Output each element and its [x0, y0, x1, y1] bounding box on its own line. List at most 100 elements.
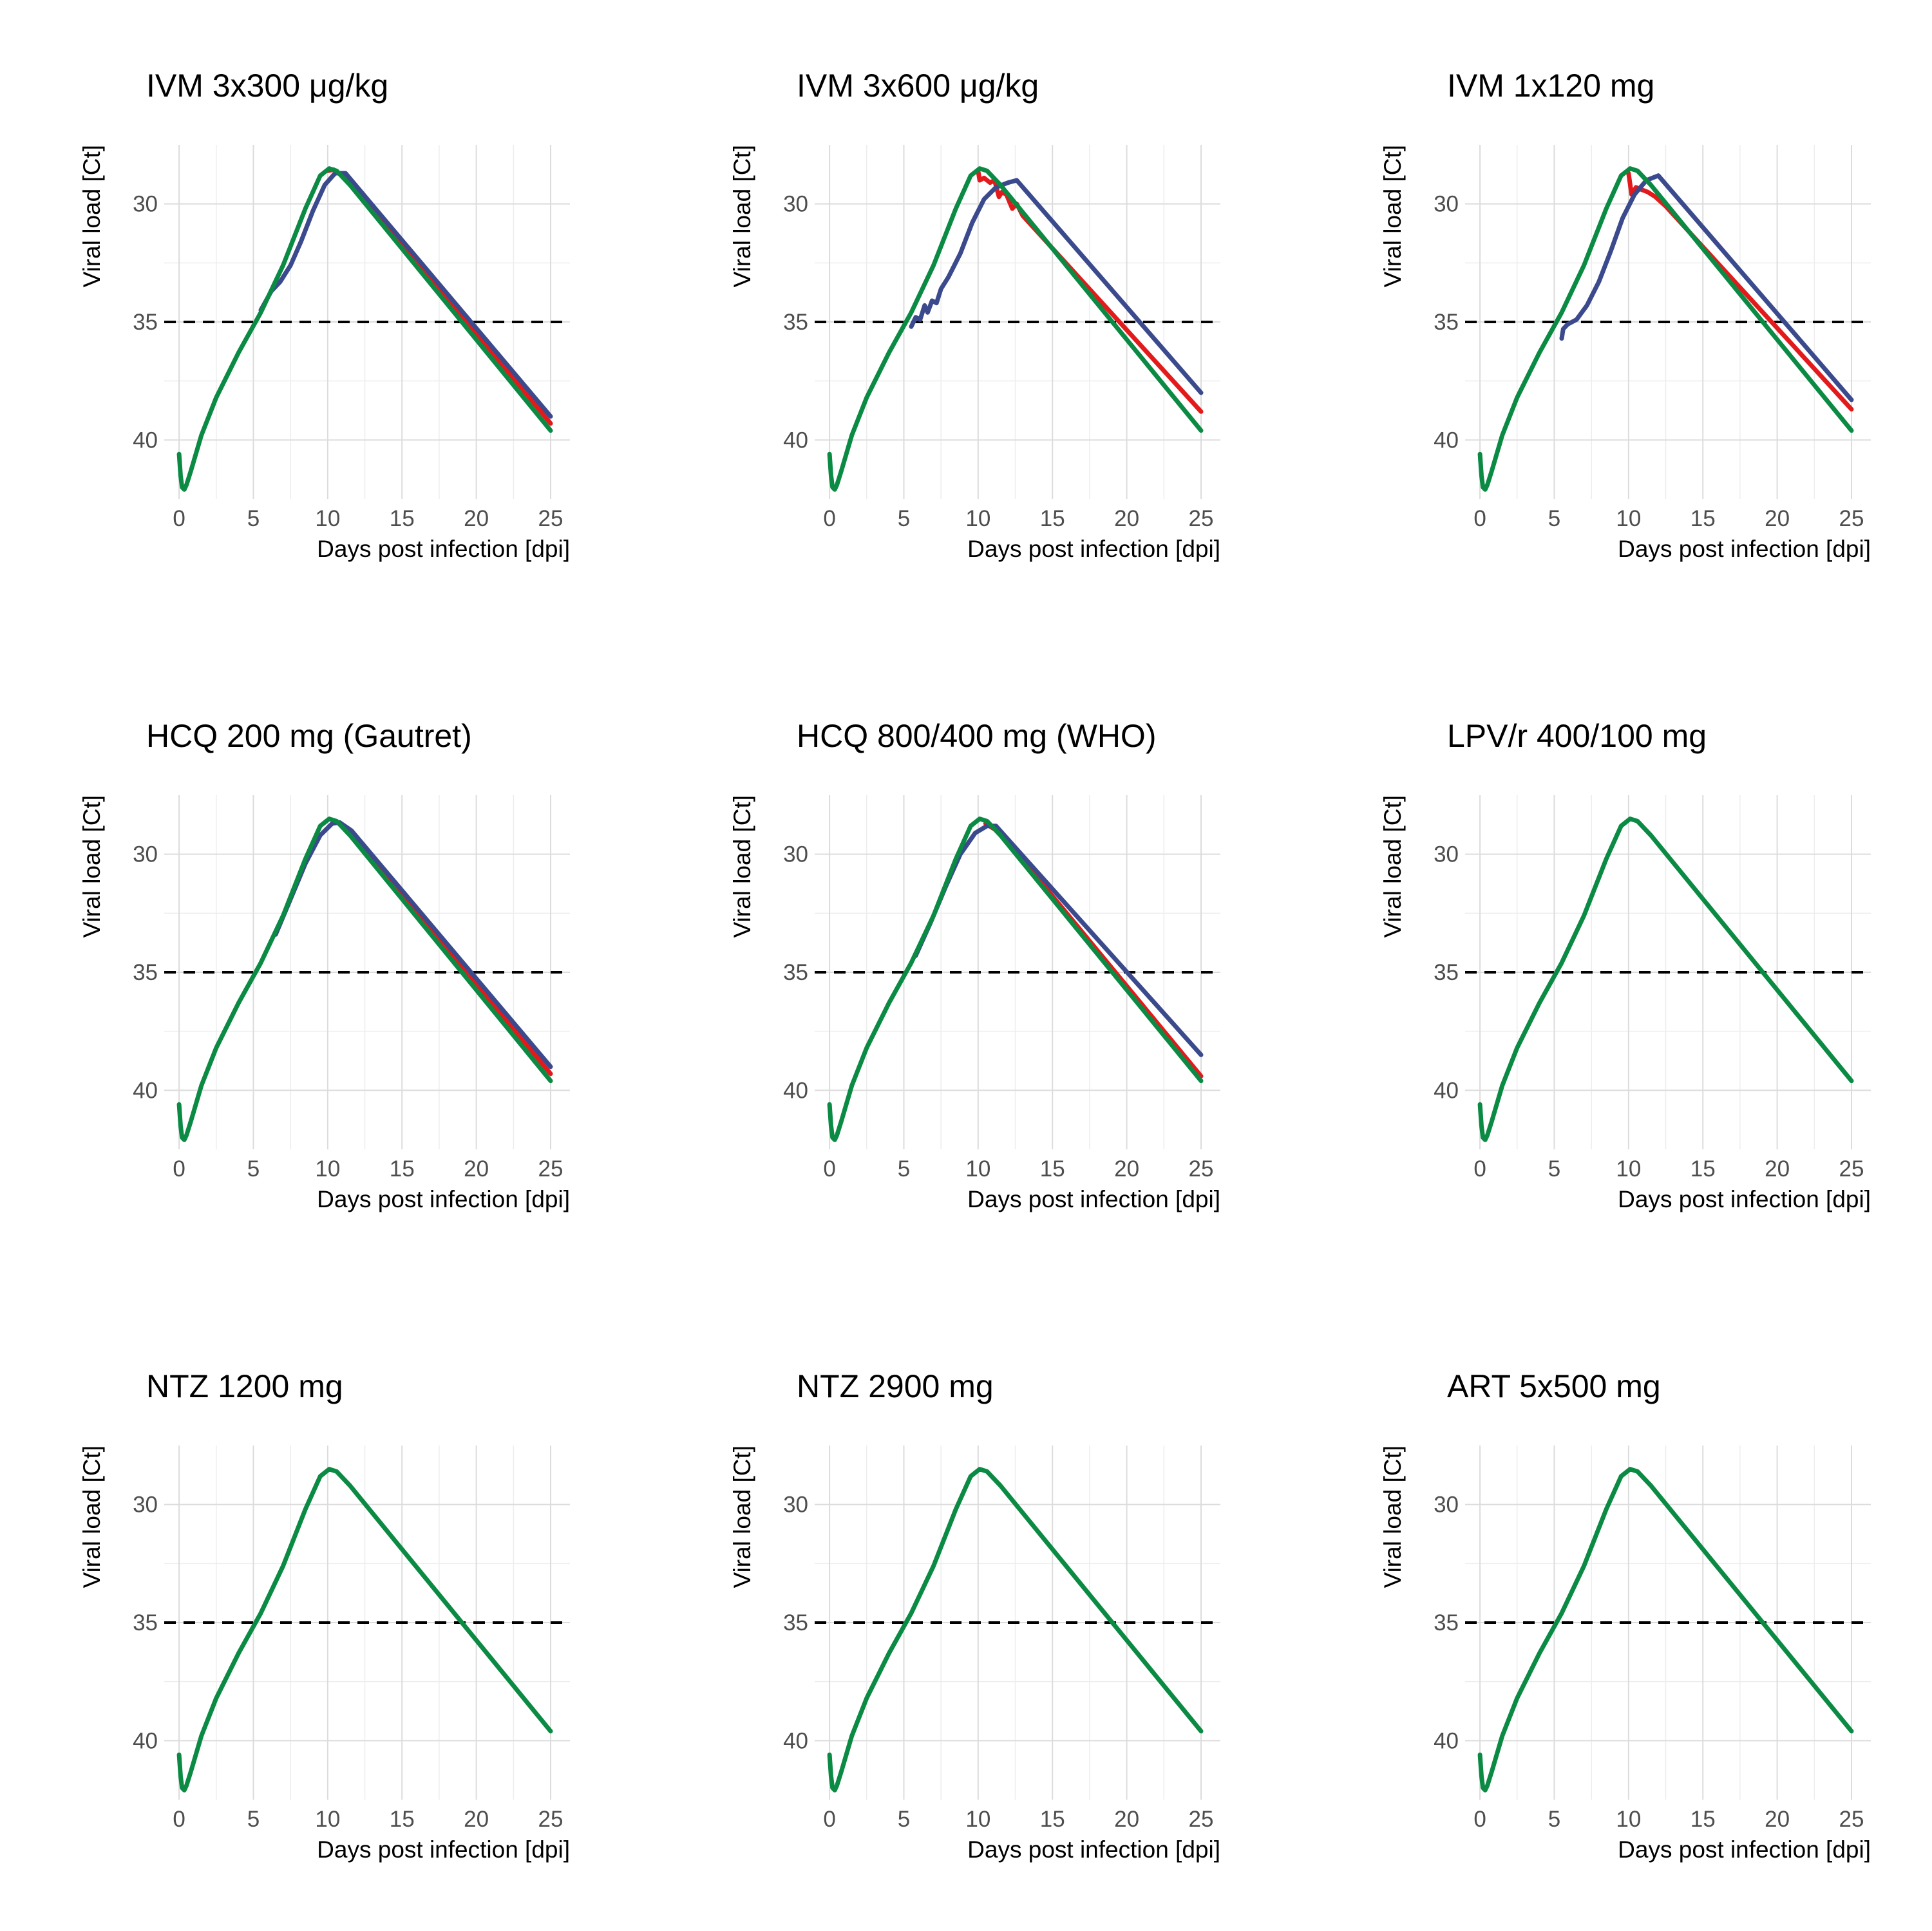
x-tick-label: 20	[1765, 1807, 1790, 1832]
x-tick-label: 0	[173, 1807, 185, 1832]
x-tick-label: 20	[1765, 1156, 1790, 1182]
y-tick-label: 35	[783, 1610, 808, 1635]
y-axis-title: Viral load [Ct]	[79, 1446, 105, 1588]
y-tick-label: 35	[133, 960, 158, 985]
y-tick-label: 35	[133, 1610, 158, 1635]
x-axis-title: Days post infection [dpi]	[967, 1836, 1220, 1863]
series-line-blue	[913, 824, 1204, 1057]
series-line-green	[176, 1467, 553, 1793]
x-tick-label: 5	[898, 506, 910, 531]
x-tick-label: 15	[1040, 506, 1065, 531]
series-line-green	[1477, 816, 1854, 1142]
x-tick-label: 0	[173, 506, 185, 531]
x-tick-label: 5	[1548, 1156, 1560, 1182]
series-line-green	[176, 166, 553, 492]
x-tick-label: 5	[898, 1807, 910, 1832]
x-axis-title: Days post infection [dpi]	[317, 1186, 570, 1212]
x-tick-label: 25	[1189, 506, 1214, 531]
x-tick-label: 15	[390, 1807, 415, 1832]
x-tick-label: 10	[965, 506, 990, 531]
panel-title: HCQ 800/400 mg (WHO)	[797, 718, 1156, 754]
x-tick-label: 10	[1616, 1156, 1641, 1182]
x-tick-label: 25	[1189, 1807, 1214, 1832]
x-tick-label: 20	[464, 1156, 489, 1182]
x-tick-label: 0	[823, 506, 835, 531]
y-tick-label: 35	[1434, 1610, 1459, 1635]
x-tick-label: 20	[1114, 506, 1139, 531]
x-tick-label: 5	[247, 1807, 260, 1832]
panel-title: ART 5x500 mg	[1447, 1368, 1661, 1404]
chart-panel: 0 5 10 15 20 25 30 35 40 Days post infection [dpi…	[1379, 718, 1871, 1212]
y-tick-label: 30	[1434, 842, 1459, 867]
y-tick-label: 40	[1434, 1078, 1459, 1103]
x-tick-label: 10	[315, 1156, 340, 1182]
x-axis-title: Days post infection [dpi]	[317, 1836, 570, 1863]
x-axis-title: Days post infection [dpi]	[967, 536, 1220, 562]
y-tick-label: 30	[783, 1493, 808, 1518]
x-axis-title: Days post infection [dpi]	[1618, 536, 1871, 562]
x-tick-label: 25	[538, 506, 564, 531]
x-tick-label: 20	[1114, 1807, 1139, 1832]
chart-panel: 0 5 10 15 20 25 30 35 40 Days post infection [dpi…	[729, 1368, 1220, 1863]
x-tick-label: 5	[898, 1156, 910, 1182]
x-tick-label: 25	[1839, 1156, 1864, 1182]
y-tick-label: 30	[133, 1493, 158, 1518]
x-tick-label: 15	[390, 1156, 415, 1182]
y-axis-title: Viral load [Ct]	[1379, 1446, 1406, 1588]
x-tick-label: 20	[464, 506, 489, 531]
panel-title: NTZ 1200 mg	[146, 1368, 343, 1404]
y-axis-title: Viral load [Ct]	[729, 795, 755, 937]
x-tick-label: 10	[1616, 1807, 1641, 1832]
x-tick-label: 25	[538, 1807, 564, 1832]
x-tick-label: 5	[247, 1156, 260, 1182]
x-tick-label: 0	[823, 1156, 835, 1182]
x-tick-label: 20	[1765, 506, 1790, 531]
series-line-green	[1477, 1467, 1854, 1793]
y-tick-label: 40	[783, 1728, 808, 1753]
x-tick-label: 25	[538, 1156, 564, 1182]
x-tick-label: 10	[315, 506, 340, 531]
x-tick-label: 15	[1690, 1807, 1716, 1832]
y-tick-label: 40	[783, 1078, 808, 1103]
y-axis-title: Viral load [Ct]	[729, 145, 755, 287]
chart-panel: 0 5 10 15 20 25 30 35 40 Days post infection [dpi…	[79, 718, 570, 1212]
chart-panel: 0 5 10 15 20 25 30 35 40 Days post infection [dpi…	[79, 1368, 570, 1863]
x-axis-title: Days post infection [dpi]	[967, 1186, 1220, 1212]
y-tick-label: 35	[1434, 310, 1459, 335]
y-tick-label: 40	[1434, 1728, 1459, 1753]
x-tick-label: 10	[315, 1807, 340, 1832]
panel-title: IVM 3x300 μg/kg	[146, 68, 388, 104]
chart-panel: 0 5 10 15 20 25 30 35 40 Days post infection [dpi…	[1379, 68, 1871, 562]
y-tick-label: 30	[783, 842, 808, 867]
x-tick-label: 25	[1839, 506, 1864, 531]
x-tick-label: 5	[247, 506, 260, 531]
x-tick-label: 0	[1473, 1807, 1486, 1832]
series-line-green	[827, 1467, 1204, 1793]
x-tick-label: 20	[464, 1807, 489, 1832]
y-tick-label: 35	[783, 310, 808, 335]
y-tick-label: 30	[1434, 192, 1459, 217]
x-tick-label: 15	[1690, 1156, 1716, 1182]
x-tick-label: 15	[1040, 1807, 1065, 1832]
series-line-green	[827, 166, 1204, 492]
panel-title: IVM 1x120 mg	[1447, 68, 1654, 104]
y-tick-label: 30	[133, 192, 158, 217]
y-tick-label: 40	[133, 1728, 158, 1753]
x-tick-label: 10	[965, 1156, 990, 1182]
y-axis-title: Viral load [Ct]	[1379, 145, 1406, 287]
chart-panel: 0 5 10 15 20 25 30 35 40 Days post infection [dpi…	[729, 68, 1220, 562]
y-tick-label: 40	[133, 428, 158, 453]
x-tick-label: 0	[1473, 1156, 1486, 1182]
x-tick-label: 10	[965, 1807, 990, 1832]
y-tick-label: 40	[1434, 428, 1459, 453]
x-tick-label: 20	[1114, 1156, 1139, 1182]
series-line-green	[1477, 166, 1854, 492]
panel-title: HCQ 200 mg (Gautret)	[146, 718, 472, 754]
x-axis-title: Days post infection [dpi]	[1618, 1186, 1871, 1212]
y-tick-label: 30	[1434, 1493, 1459, 1518]
series-line-green	[176, 816, 553, 1142]
y-axis-title: Viral load [Ct]	[79, 145, 105, 287]
y-tick-label: 40	[133, 1078, 158, 1103]
chart-panel: 0 5 10 15 20 25 30 35 40 Days post infection [dpi…	[1379, 1368, 1871, 1863]
